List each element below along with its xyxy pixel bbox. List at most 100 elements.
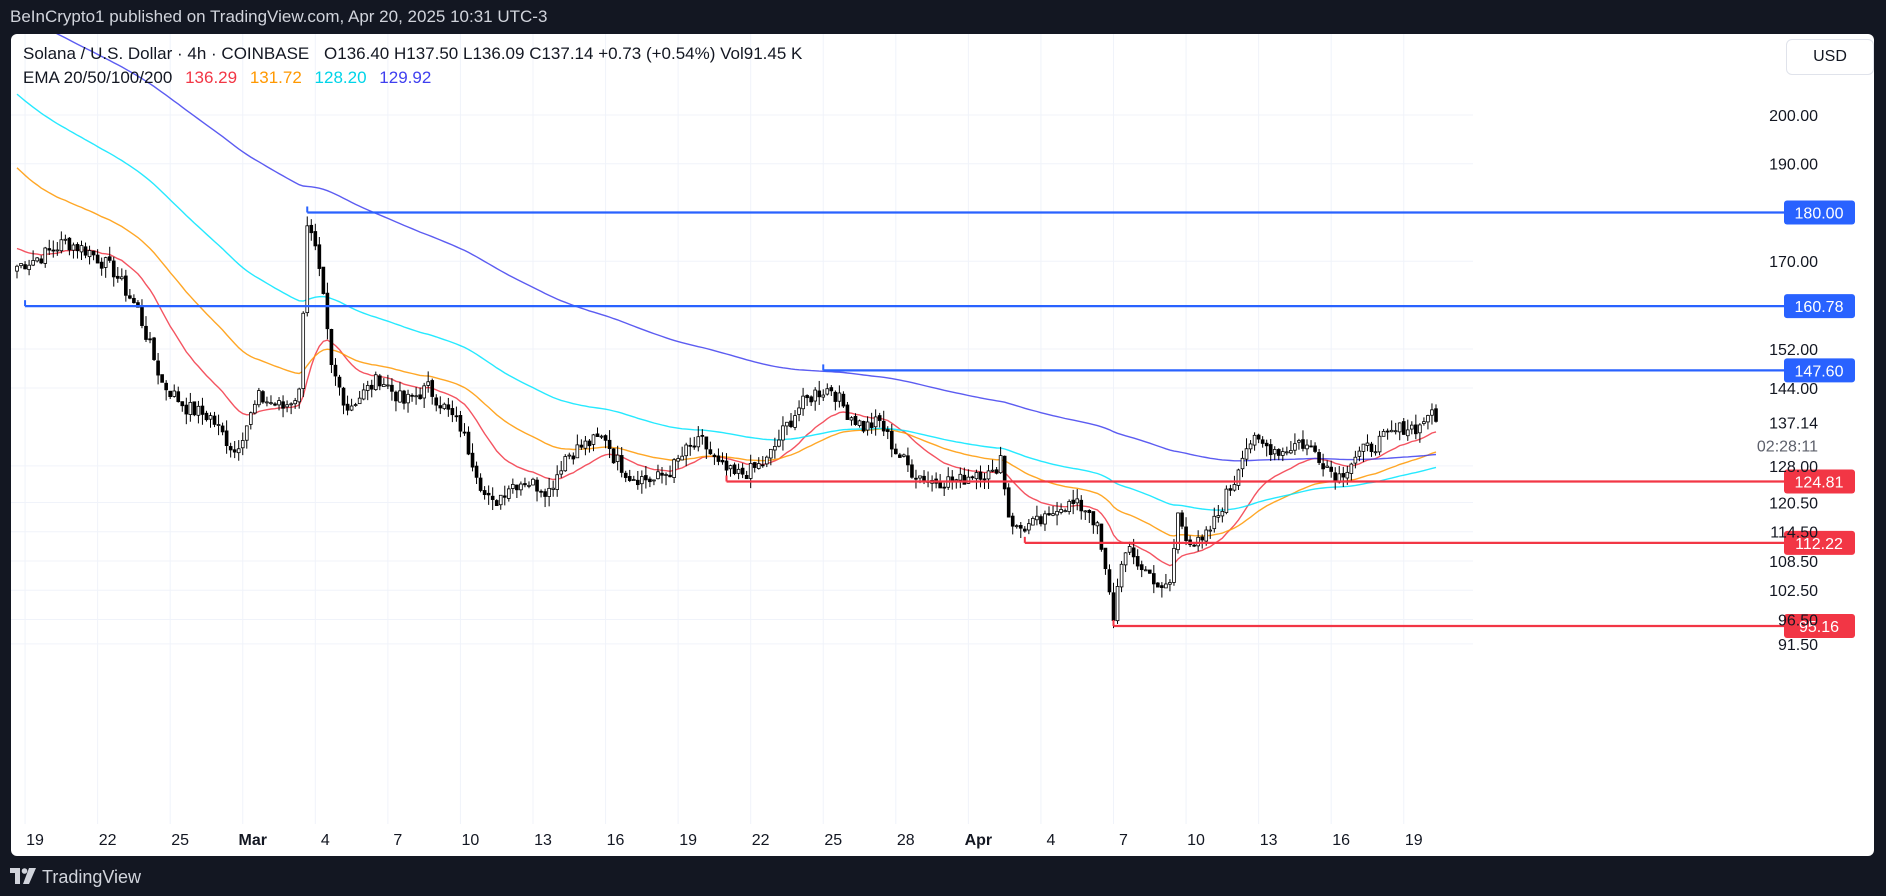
candle — [712, 453, 717, 465]
candle — [950, 470, 955, 490]
candle — [785, 421, 789, 436]
candle — [1405, 419, 1410, 441]
candle-body — [1228, 488, 1233, 491]
candle-body — [253, 403, 257, 414]
candle-body — [765, 456, 769, 465]
time-axis[interactable]: 19 22 25 Mar 4 7 10 13 16 19 22 25 28 Apr 4 7 10 13 16 19 — [26, 832, 1423, 849]
candle-body — [636, 479, 640, 486]
candle-body — [1220, 510, 1225, 517]
candle — [418, 387, 422, 400]
candle — [736, 463, 741, 480]
candle — [188, 392, 193, 422]
candle-body — [180, 401, 185, 407]
time-tick-label: 4 — [1046, 832, 1055, 849]
candle — [164, 380, 168, 401]
candle-body — [1276, 449, 1281, 456]
candle — [760, 456, 765, 468]
candle — [329, 328, 334, 374]
candle-body — [938, 482, 942, 489]
time-tick-label: 22 — [752, 832, 770, 849]
candle — [132, 294, 136, 304]
candle-body — [813, 389, 817, 402]
candle — [430, 378, 435, 405]
currency-button[interactable]: USD — [1786, 39, 1874, 75]
candle — [809, 395, 813, 406]
candle — [1059, 503, 1063, 515]
time-tick-label: 28 — [897, 832, 915, 849]
candle — [1434, 404, 1438, 423]
candle-body — [841, 393, 846, 407]
candle-body — [95, 254, 100, 264]
candle-body — [627, 476, 632, 481]
candle-body — [1184, 526, 1188, 542]
candle-body — [583, 440, 588, 449]
candle — [539, 489, 543, 498]
candle-body — [1071, 499, 1075, 504]
candle — [752, 461, 757, 473]
price-chart[interactable]: 180.00 160.78 147.60 124.81 112.22 95.16 200.… — [11, 34, 1874, 856]
candle — [1305, 439, 1309, 456]
candle-body — [865, 421, 870, 431]
candle — [515, 484, 519, 499]
candle — [720, 452, 725, 465]
candle-body — [454, 415, 459, 418]
candle-body — [704, 436, 709, 450]
candle — [894, 443, 898, 455]
candle-body — [1091, 511, 1096, 526]
symbol-title[interactable]: Solana / U.S. Dollar · 4h · COINBASE — [23, 44, 310, 63]
candle-body — [889, 430, 894, 450]
candle — [1031, 516, 1035, 526]
candle — [1184, 517, 1188, 546]
candle-body — [640, 476, 644, 485]
candle — [619, 447, 624, 478]
time-tick-label: Apr — [965, 832, 993, 849]
candle-body — [1127, 546, 1132, 553]
candle — [680, 446, 684, 461]
candle-body — [587, 440, 592, 447]
candle-body — [47, 248, 52, 251]
candle — [555, 465, 559, 497]
ema-label[interactable]: EMA 20/50/100/200 — [23, 68, 173, 87]
candle — [668, 465, 672, 478]
candle — [1357, 446, 1362, 462]
candle — [728, 464, 733, 477]
tradingview-logo[interactable]: TradingView — [10, 866, 150, 888]
candle-body — [942, 486, 946, 489]
candle — [881, 410, 886, 437]
candle — [1079, 495, 1084, 520]
price-tick-label: 114.50 — [1770, 525, 1818, 542]
candle-body — [386, 384, 390, 387]
candle-body — [232, 449, 237, 453]
candle — [1035, 505, 1039, 526]
price-tick-label: 120.50 — [1769, 495, 1818, 512]
candle — [184, 397, 189, 425]
candle-body — [575, 444, 580, 459]
candle-body — [1027, 523, 1031, 531]
chart-panel[interactable]: 180.00 160.78 147.60 124.81 112.22 95.16 200.… — [11, 34, 1874, 856]
candle-body — [853, 415, 858, 425]
candle-body — [305, 225, 310, 314]
candle-body — [249, 412, 253, 425]
candle — [994, 466, 999, 475]
candle-body — [55, 249, 60, 252]
candle — [511, 478, 515, 494]
candle-body — [1119, 563, 1124, 588]
price-axis[interactable]: 200.00 190.00 170.00 152.00 144.00 128.00 120.… — [1757, 108, 1818, 654]
candle-body — [1164, 583, 1168, 589]
candle-body — [885, 429, 890, 432]
candle — [660, 467, 664, 484]
time-tick-label: 25 — [171, 832, 189, 849]
horizontal-levels[interactable]: 180.00 160.78 147.60 124.81 112.22 95.16 — [24, 200, 1855, 638]
candle — [1135, 549, 1140, 570]
candle-body — [724, 460, 729, 471]
candle — [15, 264, 19, 279]
candle — [571, 452, 576, 465]
candle-body — [1244, 448, 1249, 460]
candle-body — [317, 244, 322, 269]
candle-body — [1014, 525, 1019, 528]
candle — [885, 426, 890, 440]
candle — [853, 413, 858, 426]
candle-body — [648, 478, 652, 483]
candle — [1115, 578, 1120, 624]
candle — [305, 216, 310, 317]
